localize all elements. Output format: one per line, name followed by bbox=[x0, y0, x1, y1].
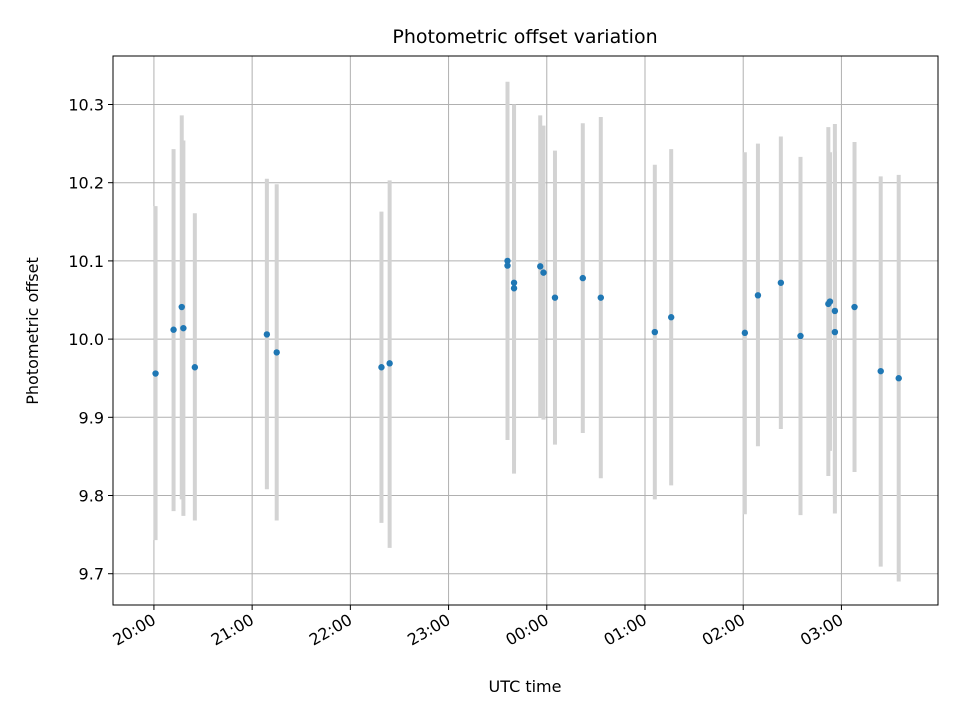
y-tick-label: 9.8 bbox=[79, 487, 104, 506]
data-point bbox=[152, 370, 159, 377]
data-point bbox=[178, 303, 185, 311]
y-tick-label: 10.2 bbox=[68, 174, 104, 193]
data-point bbox=[579, 274, 586, 282]
data-point bbox=[263, 331, 271, 338]
data-point bbox=[826, 298, 834, 305]
data-point bbox=[777, 279, 785, 286]
data-point bbox=[378, 364, 385, 371]
y-tick-label: 9.7 bbox=[79, 565, 104, 584]
data-point bbox=[180, 324, 187, 332]
y-tick-label: 10.1 bbox=[68, 252, 104, 271]
y-axis-label: Photometric offset bbox=[23, 257, 42, 405]
data-point bbox=[877, 367, 884, 375]
y-tick-label: 9.9 bbox=[79, 408, 104, 427]
data-point bbox=[386, 360, 393, 367]
data-point bbox=[510, 279, 518, 286]
data-point bbox=[504, 257, 511, 265]
data-point bbox=[667, 314, 675, 321]
data-point bbox=[741, 329, 749, 337]
data-point bbox=[540, 269, 547, 276]
data-point bbox=[651, 328, 659, 336]
data-point bbox=[797, 332, 804, 340]
data-point bbox=[831, 307, 839, 315]
data-point bbox=[510, 285, 518, 292]
data-point bbox=[597, 294, 604, 301]
data-point bbox=[895, 375, 902, 382]
plot-frame bbox=[112, 55, 939, 606]
y-tick-label: 10.3 bbox=[68, 95, 104, 114]
y-tick-label: 10.0 bbox=[68, 330, 104, 349]
point-layer bbox=[152, 257, 902, 382]
data-point bbox=[273, 349, 280, 356]
data-point bbox=[191, 364, 199, 371]
data-point bbox=[170, 326, 177, 333]
data-point bbox=[551, 294, 559, 301]
data-point bbox=[754, 292, 762, 299]
x-axis-label: UTC time bbox=[489, 677, 562, 696]
data-point bbox=[504, 262, 511, 269]
data-point bbox=[831, 328, 839, 336]
data-point bbox=[537, 263, 544, 270]
chart-title: Photometric offset variation bbox=[392, 26, 657, 48]
data-point bbox=[851, 303, 858, 311]
